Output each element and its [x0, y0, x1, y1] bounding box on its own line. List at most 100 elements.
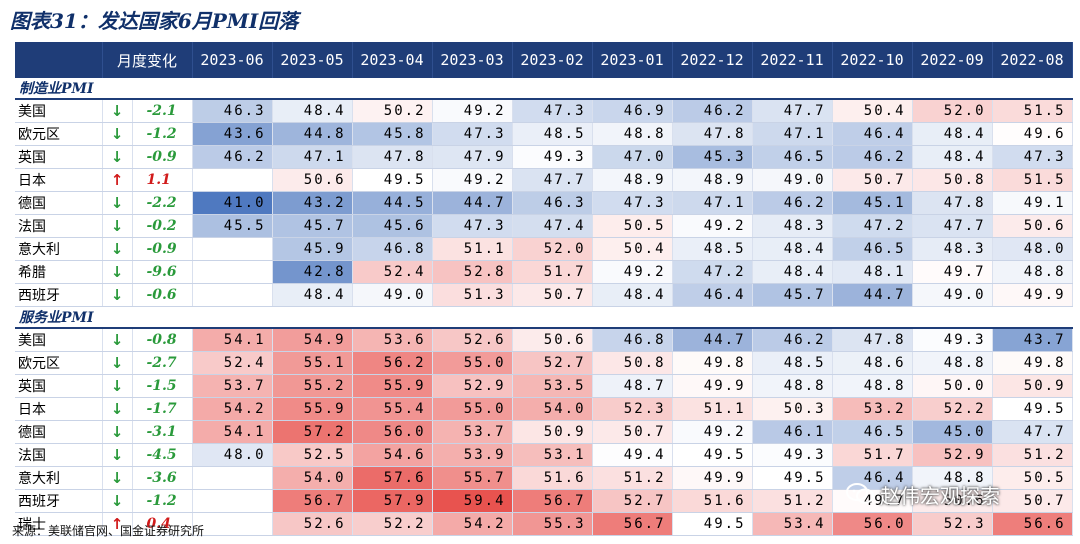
pmi-value-cell: 43.2: [272, 191, 353, 215]
table-row: 日本 ↑ 1.1 50.6 49.5 49.2 47.7 48.9 48.9 49.0 50.7 50…: [15, 168, 1073, 192]
pmi-value-cell: 47.3: [512, 99, 593, 123]
pmi-value-cell: 51.7: [512, 260, 593, 284]
header-month: 2022-09: [912, 42, 993, 78]
country-name: 希腊: [15, 260, 103, 284]
arrow-up-icon: ↑: [102, 168, 133, 192]
pmi-value-cell: 48.8: [832, 374, 913, 398]
pmi-value-cell: 47.7: [912, 214, 993, 238]
table-row: 英国 ↓ -1.5 53.7 55.2 55.9 52.9 53.5 48.7 49.9 48.8 4…: [15, 374, 1073, 398]
pmi-value-cell: 48.5: [752, 351, 833, 375]
pmi-value-cell: 56.6: [992, 512, 1073, 536]
pmi-value-cell: 48.4: [272, 283, 353, 307]
pmi-value-cell: 48.4: [912, 122, 993, 146]
pmi-value-cell: 46.8: [352, 237, 433, 261]
pmi-value-cell: 47.9: [432, 145, 513, 169]
table-row: 西班牙 ↓ -0.6 48.4 49.0 51.3 50.7 48.4 46.4 45.7 44.7…: [15, 283, 1073, 307]
pmi-value-cell: 45.5: [192, 214, 273, 238]
pmi-value-cell: 50.5: [592, 214, 673, 238]
pmi-value-cell: 47.4: [512, 214, 593, 238]
pmi-value-cell: 50.7: [512, 283, 593, 307]
country-name: 法国: [15, 443, 103, 467]
pmi-value-cell: 49.4: [592, 443, 673, 467]
pmi-value-cell: 49.0: [752, 168, 833, 192]
pmi-value-cell: 45.8: [352, 122, 433, 146]
arrow-down-icon: ↓: [102, 489, 133, 513]
pmi-value-cell: 49.2: [432, 99, 513, 123]
pmi-value-cell: 46.2: [752, 328, 833, 352]
section-header-row: 服务业PMI: [15, 306, 1073, 329]
arrow-down-icon: ↓: [102, 397, 133, 421]
pmi-value-cell: 49.0: [912, 283, 993, 307]
pmi-value-cell: 47.1: [752, 122, 833, 146]
header-country: [15, 42, 103, 78]
pmi-value-cell: 50.7: [992, 489, 1073, 513]
country-name: 瑞士: [15, 512, 103, 536]
pmi-value-cell: 47.1: [272, 145, 353, 169]
table-row: 法国 ↓ -4.5 48.0 52.5 54.6 53.9 53.1 49.4 49.5 49.3 5…: [15, 443, 1073, 467]
pmi-value-cell: 49.6: [992, 122, 1073, 146]
pmi-value-cell: 44.7: [432, 191, 513, 215]
pmi-value-cell: 41.0: [192, 191, 273, 215]
pmi-value-cell: 49.5: [672, 443, 753, 467]
header-month: 2023-02: [512, 42, 593, 78]
pmi-value-cell: 46.3: [192, 99, 273, 123]
pmi-value-cell: 46.2: [192, 145, 273, 169]
pmi-value-cell: 46.5: [832, 237, 913, 261]
pmi-value-cell: 53.9: [432, 443, 513, 467]
pmi-value-cell: [192, 283, 273, 307]
pmi-value-cell: 46.9: [592, 99, 673, 123]
header-month: 2023-05: [272, 42, 353, 78]
arrow-down-icon: ↓: [102, 191, 133, 215]
table-row: 意大利 ↓ -3.6 54.0 57.6 55.7 51.6 51.2 49.9 49.5 46.4…: [15, 466, 1073, 490]
pmi-value-cell: 56.7: [512, 489, 593, 513]
watermark-text: 赵伟宏观探索: [880, 483, 1000, 508]
pmi-value-cell: 48.8: [592, 122, 673, 146]
table-row: 美国 ↓ -2.1 46.3 48.4 50.2 49.2 47.3 46.9 46.2 47.7 5…: [15, 99, 1073, 123]
pmi-value-cell: 53.4: [752, 512, 833, 536]
pmi-value-cell: 54.0: [272, 466, 353, 490]
table-row: 西班牙 ↓ -1.2 56.7 57.9 59.4 56.7 52.7 51.6 51.2 49.7…: [15, 489, 1073, 513]
pmi-value-cell: 54.2: [432, 512, 513, 536]
table-row: 欧元区 ↓ -2.7 52.4 55.1 56.2 55.0 52.7 50.8 49.8 48.5…: [15, 351, 1073, 375]
pmi-value-cell: 51.3: [432, 283, 513, 307]
pmi-value-cell: 51.6: [672, 489, 753, 513]
pmi-value-cell: 48.8: [912, 351, 993, 375]
pmi-value-cell: 49.7: [832, 489, 913, 513]
monthly-change: -2.7: [132, 351, 193, 375]
pmi-value-cell: 52.0: [912, 99, 993, 123]
pmi-value-cell: 48.3: [752, 214, 833, 238]
arrow-down-icon: ↓: [102, 237, 133, 261]
pmi-value-cell: 48.1: [832, 260, 913, 284]
table-row: 希腊 ↓ -9.6 42.8 52.4 52.8 51.7 49.2 47.2 48.4 48.1 4…: [15, 260, 1073, 284]
pmi-value-cell: 47.7: [752, 99, 833, 123]
table-row: 英国 ↓ -0.9 46.2 47.1 47.8 47.9 49.3 47.0 45.3 46.5 4…: [15, 145, 1073, 169]
table-row: 德国 ↓ -2.2 41.0 43.2 44.5 44.7 46.3 47.3 47.1 46.2 4…: [15, 191, 1073, 215]
figure-title: 图表31：发达国家6月PMI回落: [10, 9, 299, 33]
pmi-table-container: 月度变化 2023-06 2023-05 2023-04 2023-03 2023-02…: [15, 42, 1073, 536]
pmi-value-cell: 55.0: [432, 351, 513, 375]
pmi-value-cell: 46.3: [512, 191, 593, 215]
pmi-value-cell: 56.0: [352, 420, 433, 444]
monthly-change: -0.2: [132, 214, 193, 238]
pmi-value-cell: 46.4: [832, 122, 913, 146]
pmi-value-cell: 47.8: [352, 145, 433, 169]
pmi-value-cell: 50.6: [912, 489, 993, 513]
section-label: 制造业PMI: [15, 78, 1073, 100]
pmi-value-cell: 52.4: [192, 351, 273, 375]
monthly-change: -0.6: [132, 283, 193, 307]
pmi-value-cell: 49.5: [992, 397, 1073, 421]
country-name: 日本: [15, 168, 103, 192]
pmi-value-cell: 48.4: [272, 99, 353, 123]
pmi-value-cell: 47.1: [672, 191, 753, 215]
pmi-value-cell: 49.5: [352, 168, 433, 192]
pmi-value-cell: 53.2: [832, 397, 913, 421]
country-name: 美国: [15, 328, 103, 352]
pmi-value-cell: 46.4: [672, 283, 753, 307]
pmi-value-cell: 46.5: [752, 145, 833, 169]
pmi-value-cell: 44.7: [832, 283, 913, 307]
pmi-value-cell: 54.1: [192, 328, 273, 352]
country-name: 德国: [15, 191, 103, 215]
pmi-value-cell: 49.5: [672, 512, 753, 536]
pmi-value-cell: 53.1: [512, 443, 593, 467]
arrow-down-icon: ↓: [102, 145, 133, 169]
